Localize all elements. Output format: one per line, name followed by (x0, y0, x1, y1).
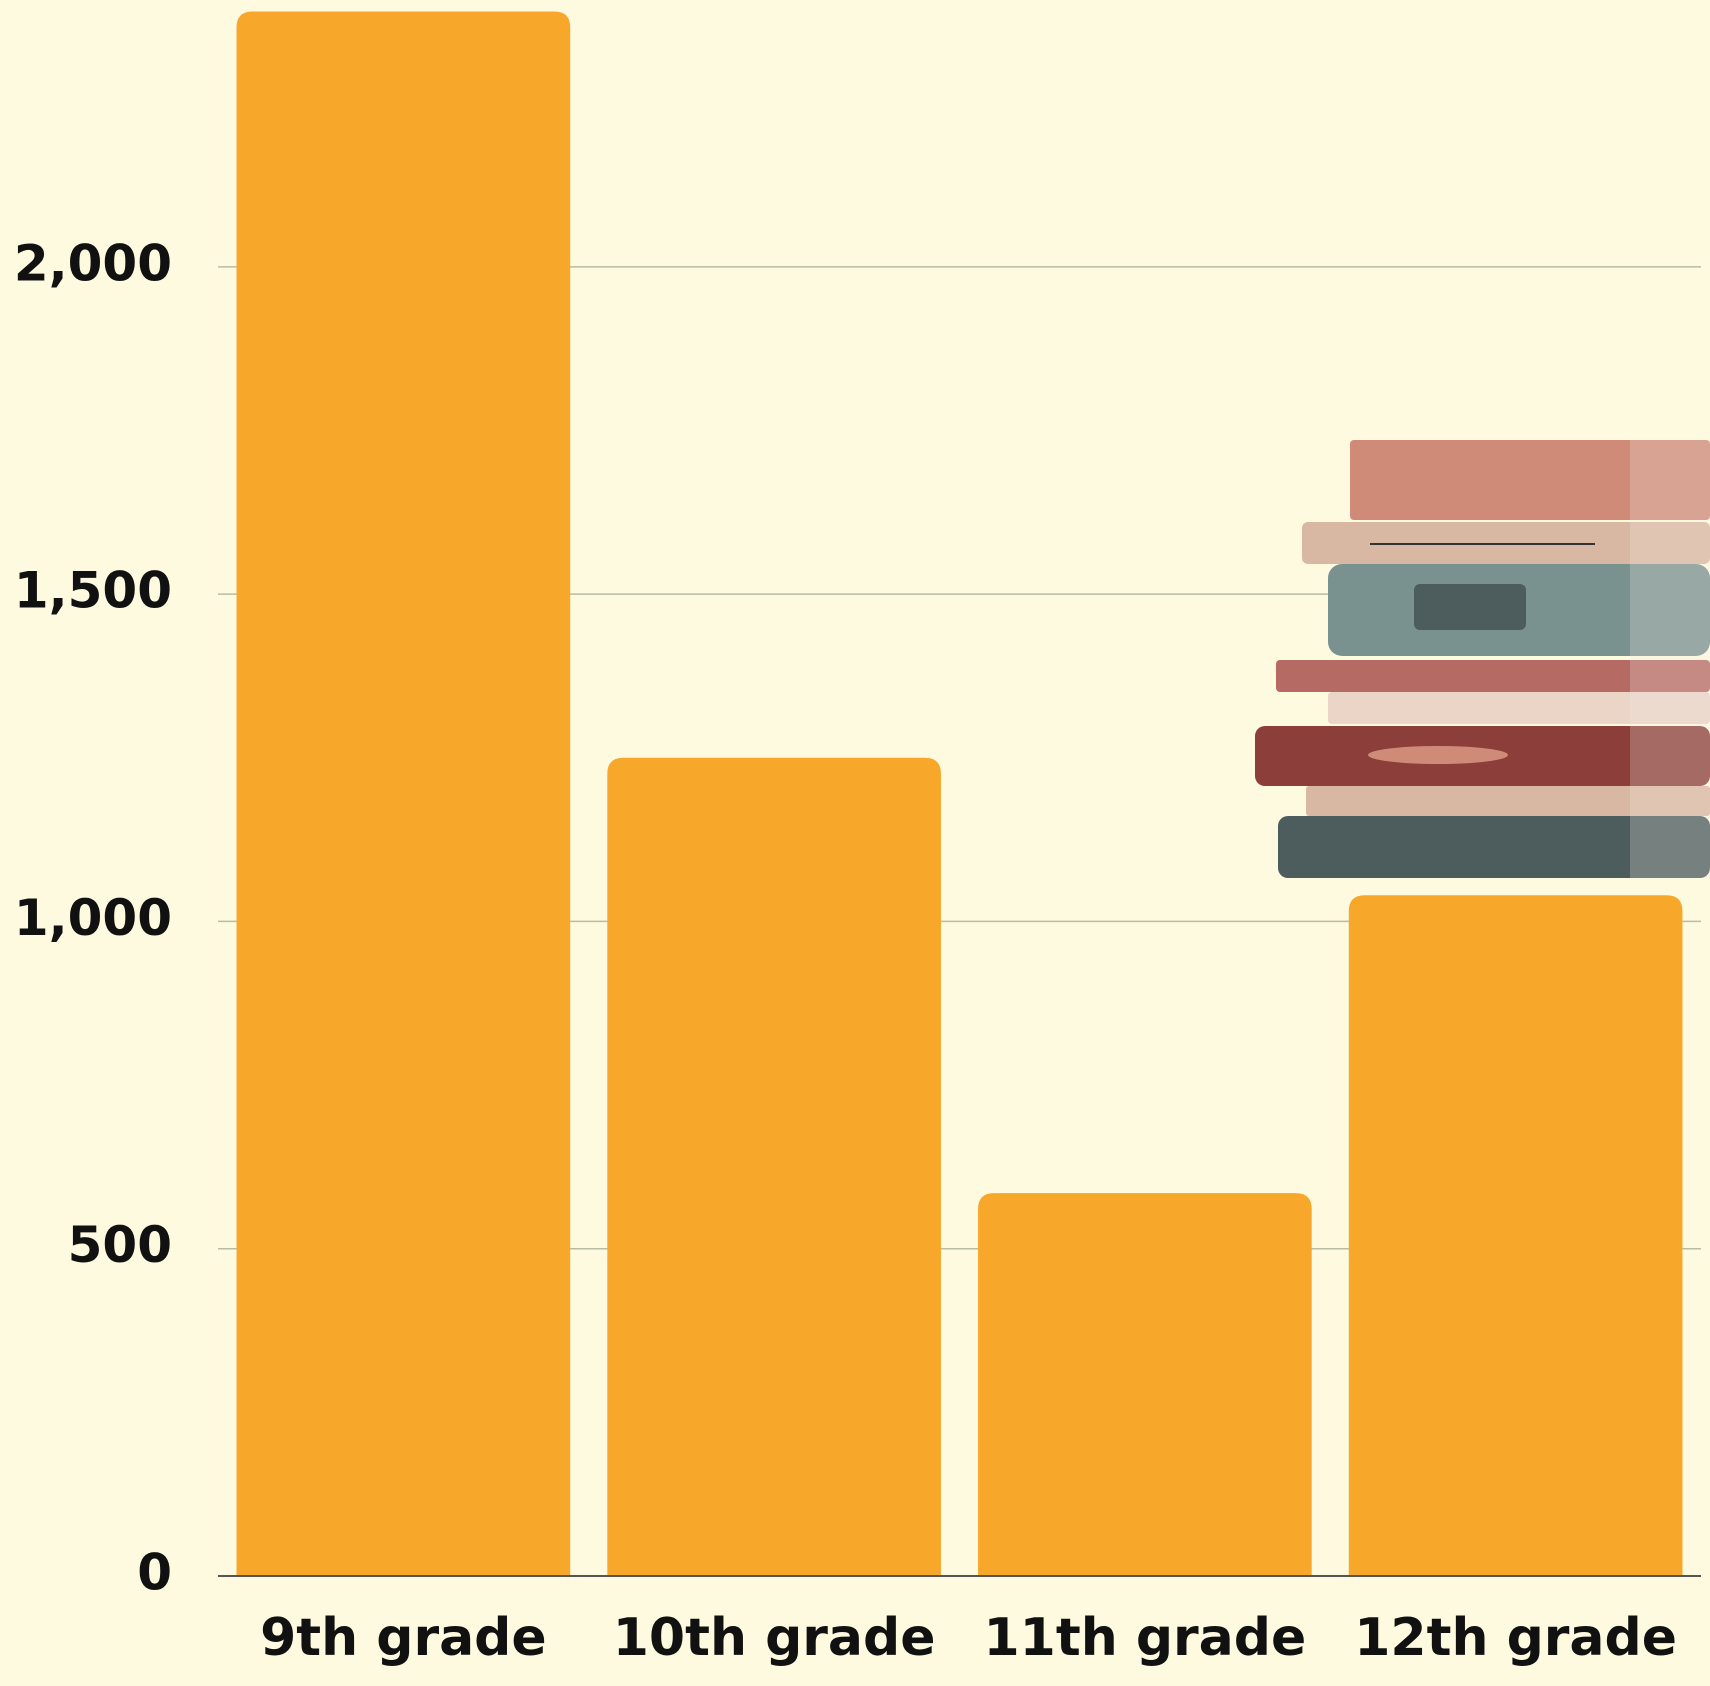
bar (236, 11, 571, 1577)
y-tick-label: 2,000 (14, 234, 172, 292)
axes: 0 500 1,000 1,500 2,000 9th grade 10th grade 11… (14, 234, 1701, 1668)
book (1276, 660, 1710, 692)
book (1350, 440, 1710, 520)
y-tick-label: 500 (68, 1216, 172, 1274)
y-tick-label: 1,500 (14, 562, 172, 620)
bar (978, 1193, 1312, 1576)
y-tick-label: 1,000 (14, 889, 172, 947)
bar (1348, 895, 1683, 1576)
x-tick-label: 12th grade (1354, 1608, 1677, 1668)
bar (607, 757, 941, 1576)
x-tick-label: 9th grade (260, 1608, 547, 1668)
book-pages (1630, 440, 1710, 878)
book-label (1368, 746, 1508, 764)
books-illustration (1255, 440, 1710, 878)
book (1328, 692, 1710, 724)
book (1278, 816, 1710, 878)
bars (236, 11, 1683, 1577)
x-tick-label: 11th grade (983, 1608, 1306, 1668)
x-tick-label: 10th grade (613, 1608, 936, 1668)
y-tick-label: 0 (137, 1544, 172, 1602)
book (1306, 786, 1710, 816)
book-label (1414, 584, 1526, 630)
